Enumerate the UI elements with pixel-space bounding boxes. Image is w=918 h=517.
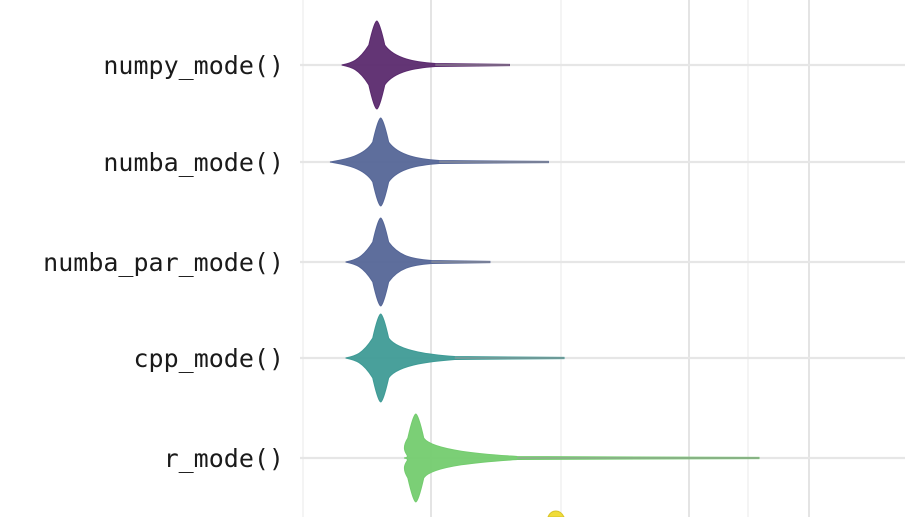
y-tick-label: r_mode(): [164, 444, 284, 473]
violins: [329, 20, 760, 503]
y-tick-label: cpp_mode(): [133, 344, 284, 373]
y-tick-label: numba_mode(): [103, 148, 284, 177]
clipped-violin-yellow: [547, 510, 565, 517]
y-axis-tick-labels: numpy_mode() numba_mode() numba_par_mode()…: [43, 51, 284, 473]
y-tick-label: numpy_mode(): [103, 51, 284, 80]
y-tick-label: numba_par_mode(): [43, 248, 284, 277]
